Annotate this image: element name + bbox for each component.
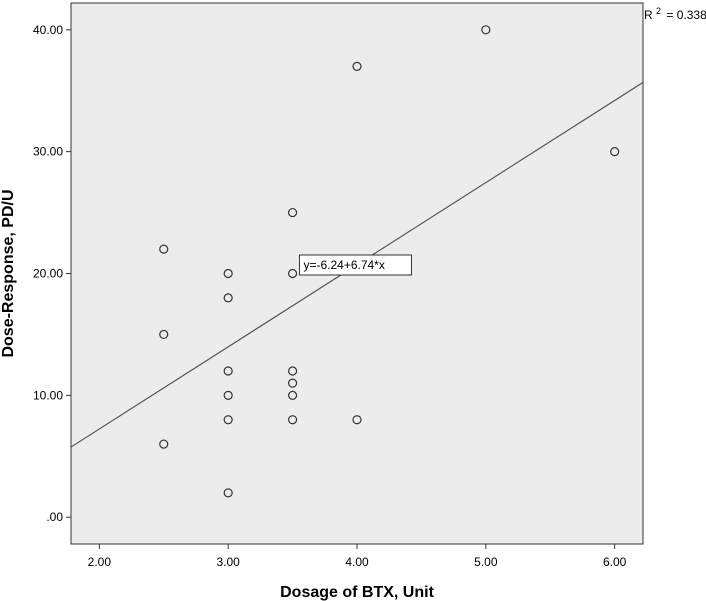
data-point xyxy=(352,61,362,71)
x-axis: 2.00 3.00 4.00 5.00 6.00 xyxy=(88,544,627,569)
y-tick-label: 30.00 xyxy=(33,145,63,159)
data-point xyxy=(223,390,233,400)
x-axis-title: Dosage of BTX, Unit xyxy=(280,584,434,601)
fit-equation-label: y=-6.24+6.74*x xyxy=(303,258,384,272)
data-point xyxy=(159,244,169,254)
y-tick-label: 10.00 xyxy=(33,388,63,402)
r-squared-label: R 2 = 0.338 xyxy=(644,3,706,22)
x-tick-label: 4.00 xyxy=(345,555,369,569)
y-tick-label: 40.00 xyxy=(33,23,63,37)
data-point xyxy=(223,415,233,425)
data-point xyxy=(287,378,298,388)
r2-value: = 0.338 xyxy=(666,8,706,22)
data-point xyxy=(223,488,233,498)
r2-letter: R xyxy=(644,8,653,22)
data-point xyxy=(159,329,169,340)
y-axis: .00 10.00 20.00 30.00 40.00 xyxy=(33,23,71,524)
data-point xyxy=(610,147,620,157)
x-tick-label: 2.00 xyxy=(88,555,112,569)
data-point xyxy=(481,25,491,35)
fit-equation-box: y=-6.24+6.74*x xyxy=(298,254,412,276)
y-tick-label: 20.00 xyxy=(33,267,63,281)
x-tick-label: 6.00 xyxy=(603,555,627,569)
data-point xyxy=(223,366,233,376)
data-point xyxy=(287,390,298,400)
data-point xyxy=(287,268,298,279)
data-points xyxy=(159,25,620,498)
x-tick-label: 3.00 xyxy=(216,555,240,569)
data-point xyxy=(223,268,233,279)
data-point xyxy=(287,366,298,376)
y-tick-label: .00 xyxy=(46,510,63,524)
data-point xyxy=(287,207,298,218)
x-tick-label: 5.00 xyxy=(474,555,498,569)
data-point xyxy=(159,439,169,449)
data-point xyxy=(352,415,362,425)
data-point xyxy=(223,293,233,303)
r2-superscript: 2 xyxy=(656,6,661,16)
data-point xyxy=(287,415,298,425)
y-axis-title: Dose-Response, PD/U xyxy=(0,189,17,357)
